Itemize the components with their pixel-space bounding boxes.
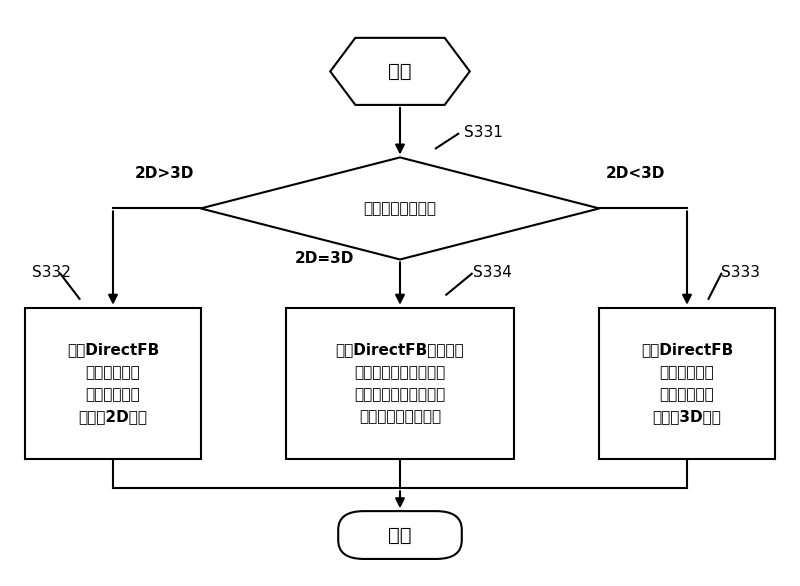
FancyBboxPatch shape bbox=[599, 308, 774, 459]
Text: 比较显示模式数量: 比较显示模式数量 bbox=[363, 201, 437, 216]
Text: 结束: 结束 bbox=[388, 526, 412, 544]
Polygon shape bbox=[330, 38, 470, 105]
Text: S334: S334 bbox=[474, 265, 512, 280]
Text: 调用DirectFB
库将游戏显示
层的显示模式
设置为2D模式: 调用DirectFB 库将游戏显示 层的显示模式 设置为2D模式 bbox=[67, 343, 159, 424]
FancyBboxPatch shape bbox=[338, 511, 462, 559]
Text: 2D=3D: 2D=3D bbox=[294, 250, 354, 265]
Text: 调用DirectFB
库将游戏显示
层的显示模式
设置为3D模式: 调用DirectFB 库将游戏显示 层的显示模式 设置为3D模式 bbox=[641, 343, 733, 424]
FancyBboxPatch shape bbox=[286, 308, 514, 459]
Text: 调用DirectFB库将游戏
显示层的显示模式设置
为历史设置记录中最后
一次记录的显示模式: 调用DirectFB库将游戏 显示层的显示模式设置 为历史设置记录中最后 一次记… bbox=[336, 343, 464, 424]
Text: 2D<3D: 2D<3D bbox=[606, 166, 665, 181]
Text: S333: S333 bbox=[722, 265, 760, 280]
Text: 2D>3D: 2D>3D bbox=[135, 166, 194, 181]
Polygon shape bbox=[201, 158, 599, 260]
Text: S332: S332 bbox=[32, 265, 70, 280]
Text: S331: S331 bbox=[464, 125, 502, 140]
Text: 开始: 开始 bbox=[388, 62, 412, 81]
FancyBboxPatch shape bbox=[26, 308, 201, 459]
